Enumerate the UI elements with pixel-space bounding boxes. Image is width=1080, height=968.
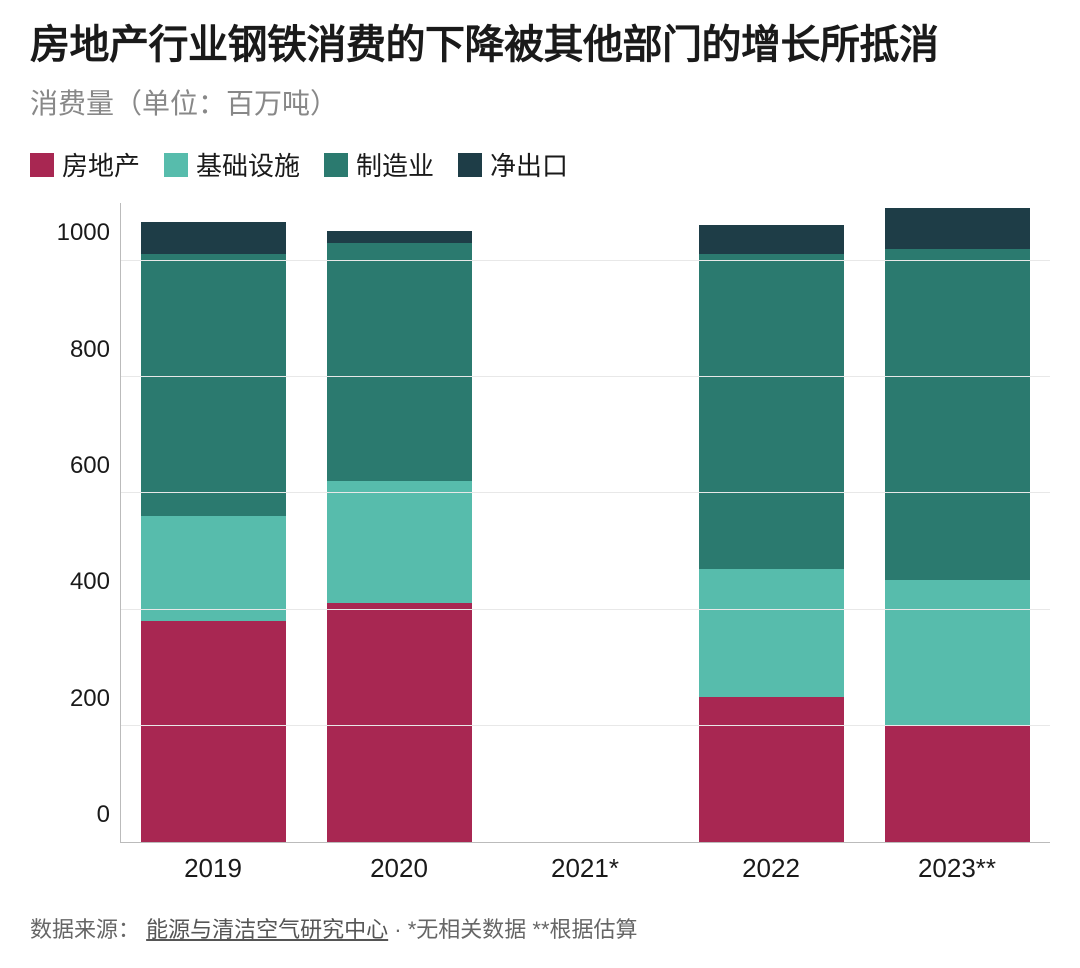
legend: 房地产 基础设施 制造业 净出口 [30,146,1050,183]
x-tick-label: 2023** [864,853,1050,884]
bar-segment-infrastructure [699,569,844,697]
chart-title: 房地产行业钢铁消费的下降被其他部门的增长所抵消 [30,20,1050,70]
bar-segment-net_exports [885,208,1030,249]
legend-label: 制造业 [356,146,434,183]
x-axis: 201920202021*20222023** [120,853,1050,884]
bar-segment-real_estate [885,726,1030,842]
bar-segment-net_exports [141,222,286,254]
legend-item: 房地产 [30,146,140,183]
footnote-prefix: 数据来源： [30,917,140,942]
bar-segment-net_exports [699,225,844,254]
legend-item: 净出口 [458,146,568,183]
bar-segment-infrastructure [327,481,472,603]
bar-segment-manufacturing [885,249,1030,581]
bar-slot [307,203,493,842]
grid-line [121,260,1050,261]
bar-segment-real_estate [699,697,844,842]
y-tick-label: 0 [97,801,110,829]
bar-segment-infrastructure [885,580,1030,725]
footnote-sep: · [394,917,407,942]
y-axis: 0 200 400 600 800 1000 [30,203,120,843]
grid-line [121,725,1050,726]
plot [120,203,1050,843]
bar-segment-real_estate [327,603,472,842]
legend-swatch [164,153,188,177]
chart-plot-area: 0 200 400 600 800 1000 [30,203,1050,843]
bars-layer [121,203,1050,842]
bar [141,222,286,842]
footnote: 数据来源： 能源与清洁空气研究中心 · *无相关数据 **根据估算 [30,912,1050,944]
y-tick-label: 1000 [57,219,110,247]
x-tick-label: 2019 [120,853,306,884]
y-tick-label: 200 [70,685,110,713]
x-tick-label: 2022 [678,853,864,884]
y-tick-label: 600 [70,452,110,480]
legend-swatch [30,153,54,177]
legend-item: 基础设施 [164,146,300,183]
bar-segment-real_estate [141,621,286,842]
bar-slot [121,203,307,842]
bar-segment-net_exports [327,231,472,243]
bar-slot [864,203,1050,842]
x-tick-label: 2021* [492,853,678,884]
footnote-note: *无相关数据 **根据估算 [408,917,638,942]
x-tick-label: 2020 [306,853,492,884]
bar-segment-manufacturing [141,254,286,516]
bar [699,225,844,842]
bar-segment-manufacturing [699,254,844,568]
legend-label: 净出口 [490,146,568,183]
y-tick-label: 400 [70,568,110,596]
bar-slot [678,203,864,842]
legend-label: 房地产 [62,146,140,183]
chart-container: 房地产行业钢铁消费的下降被其他部门的增长所抵消 消费量（单位：百万吨） 房地产 基… [0,0,1080,964]
bar-segment-infrastructure [141,516,286,621]
bar-segment-manufacturing [327,243,472,482]
grid-line [121,492,1050,493]
legend-label: 基础设施 [196,146,300,183]
footnote-source: 能源与清洁空气研究中心 [146,917,388,942]
grid-line [121,376,1050,377]
legend-swatch [458,153,482,177]
bar [327,231,472,842]
grid-line [121,609,1050,610]
bar-slot [493,203,679,842]
y-tick-label: 800 [70,336,110,364]
legend-item: 制造业 [324,146,434,183]
legend-swatch [324,153,348,177]
bar [885,208,1030,842]
chart-subtitle: 消费量（单位：百万吨） [30,82,1050,122]
